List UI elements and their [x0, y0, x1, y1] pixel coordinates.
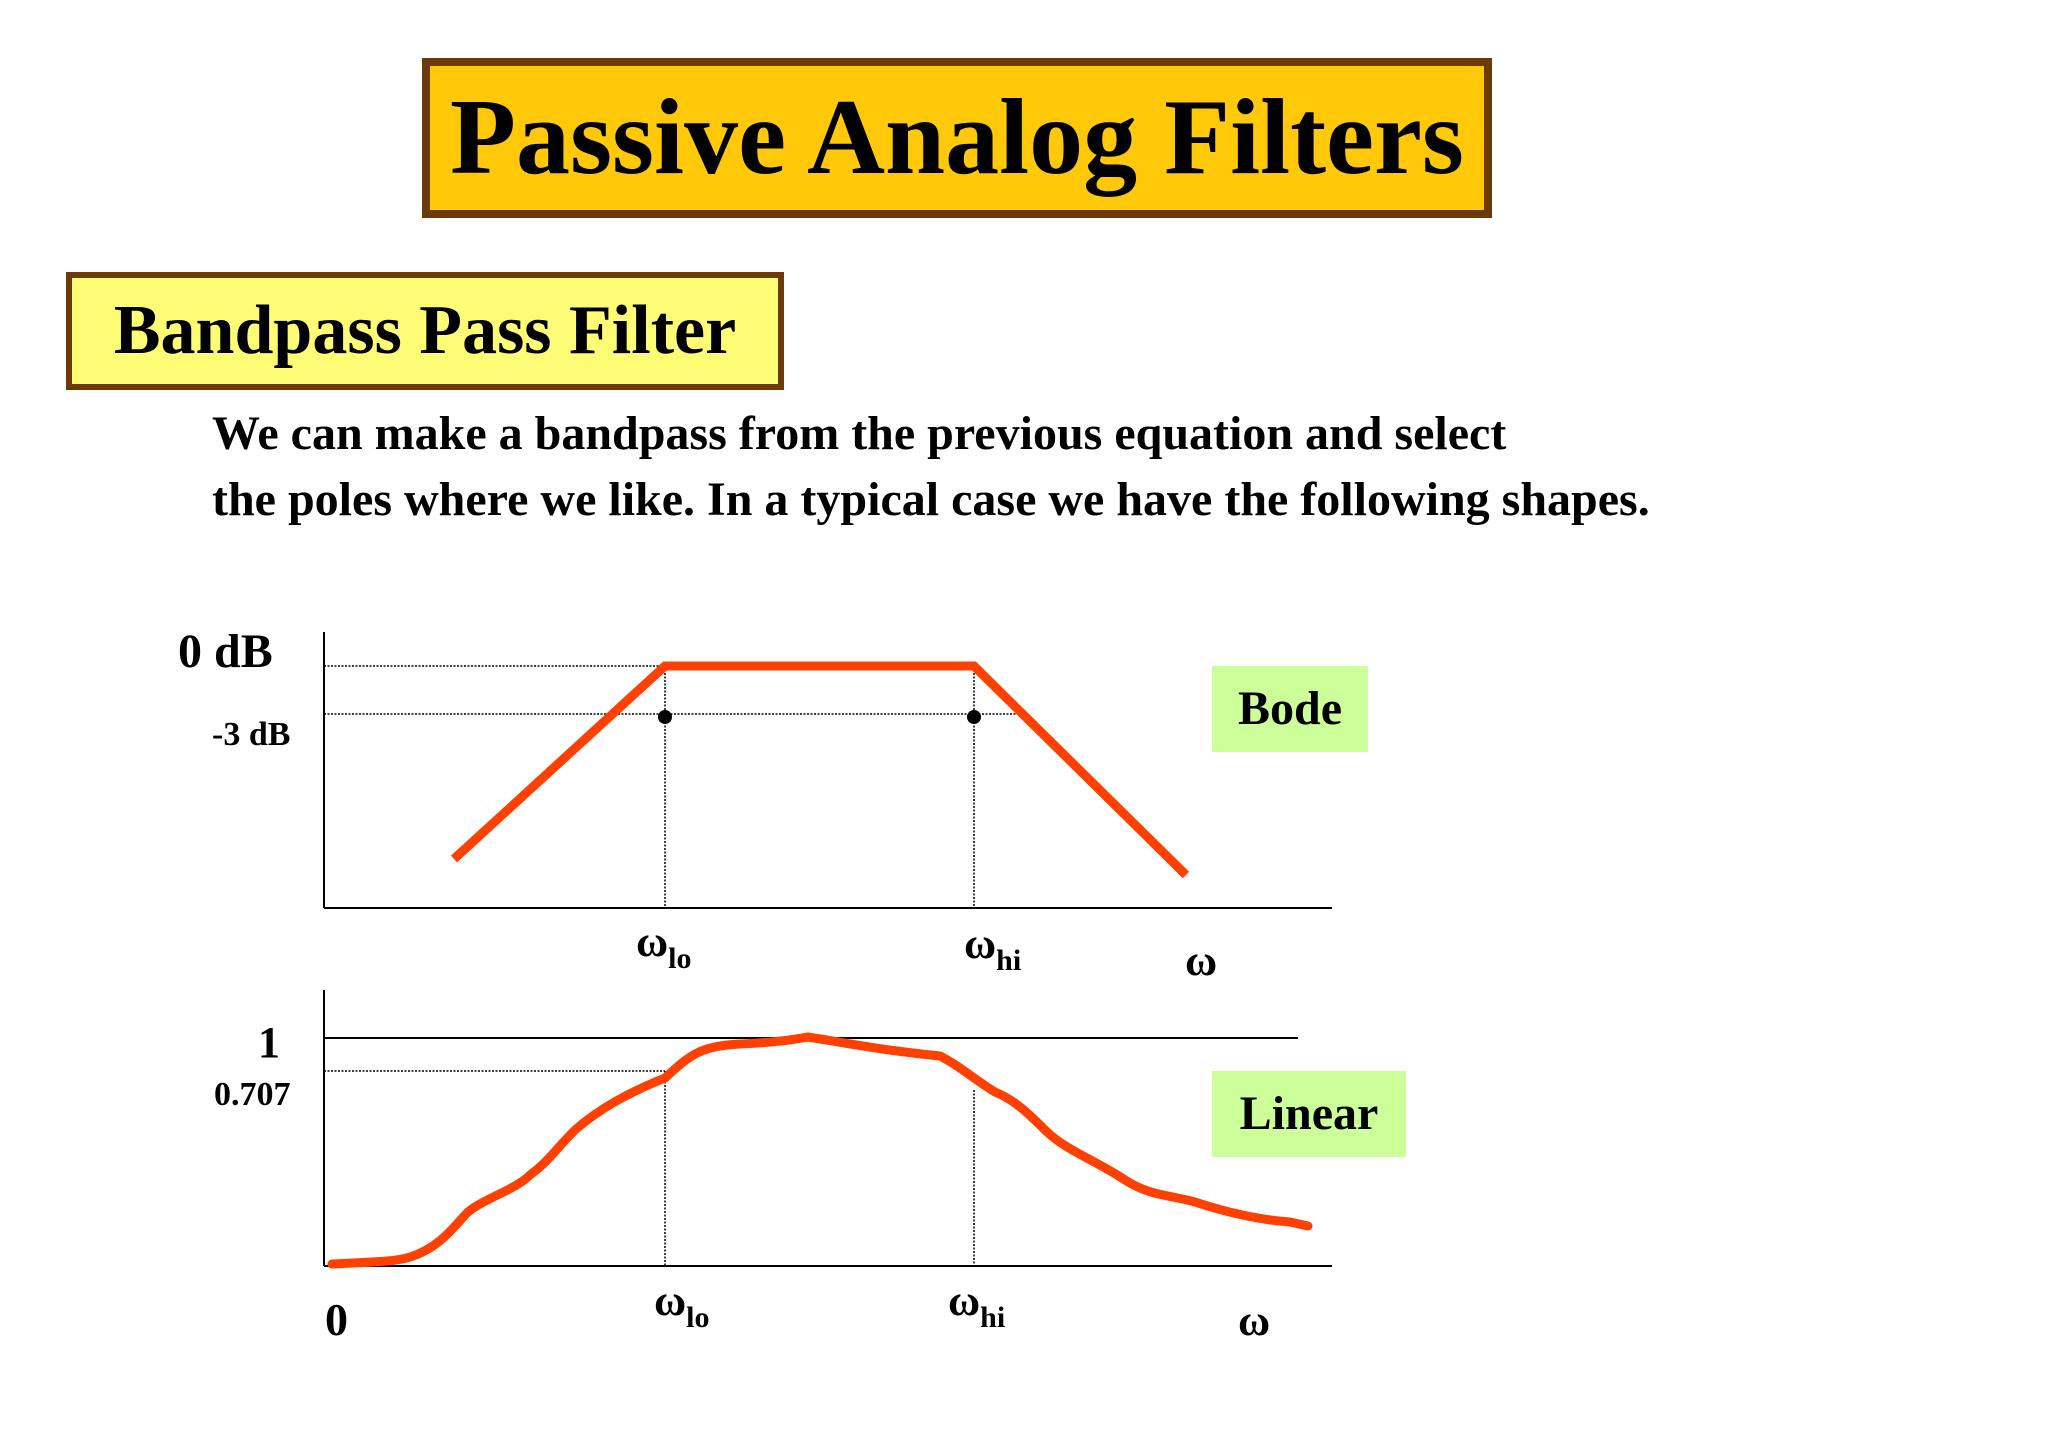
bode-0db-label: 0 dB	[178, 625, 273, 678]
linear-wlo-label: ωlo	[654, 1276, 710, 1334]
linear-plot: 1 0.707 0 ωlo ωhi ω	[214, 990, 1332, 1345]
bode-whi-label: ωhi	[964, 919, 1021, 977]
bode-wlo-point	[658, 710, 672, 724]
description-line-2: the poles where we like. In a typical ca…	[212, 473, 1650, 526]
page-title: Passive Analog Filters	[450, 78, 1464, 197]
linear-whi-label: ωhi	[948, 1276, 1005, 1334]
linear-tag: Linear	[1212, 1071, 1406, 1157]
title-banner: Passive Analog Filters	[422, 58, 1492, 218]
bode-plot: 0 dB -3 dB ωlo ωhi ω	[178, 625, 1332, 985]
bode-3db-label: -3 dB	[212, 716, 290, 753]
bode-whi-point	[967, 710, 981, 724]
description-line-1: We can make a bandpass from the previous…	[212, 407, 1507, 460]
linear-origin-label: 0	[325, 1294, 348, 1345]
bode-tag: Bode	[1212, 666, 1368, 752]
subtitle-banner: Bandpass Pass Filter	[66, 272, 784, 390]
bode-response-curve	[450, 661, 1190, 879]
linear-response-curve	[327, 1032, 1313, 1269]
bode-omega-label: ω	[1185, 936, 1217, 985]
linear-omega-label: ω	[1238, 1296, 1270, 1345]
linear-one-label: 1	[258, 1018, 280, 1067]
linear-0707-label: 0.707	[214, 1076, 291, 1113]
section-title: Bandpass Pass Filter	[113, 292, 737, 369]
bode-wlo-label: ωlo	[636, 917, 692, 975]
